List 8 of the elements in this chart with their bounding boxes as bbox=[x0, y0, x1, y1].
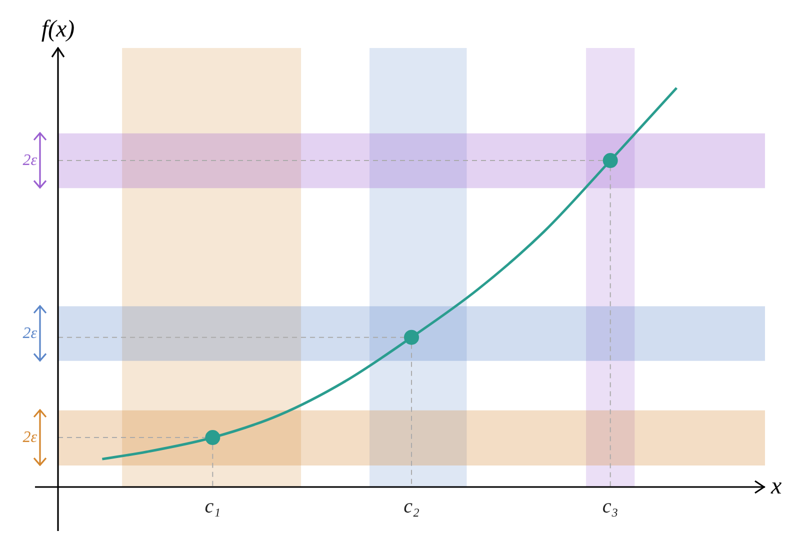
band-label: 2ε bbox=[22, 324, 38, 342]
x-tick-label: c₃ bbox=[602, 495, 618, 518]
band-label: 2ε bbox=[22, 152, 38, 169]
x-tick-label: c₁ bbox=[204, 495, 221, 518]
x-axis-title: x bbox=[770, 473, 782, 500]
y-axis-title: f(x) bbox=[41, 16, 75, 42]
x-tick-label: c₂ bbox=[404, 495, 420, 518]
band-label: 2ε bbox=[22, 429, 38, 446]
